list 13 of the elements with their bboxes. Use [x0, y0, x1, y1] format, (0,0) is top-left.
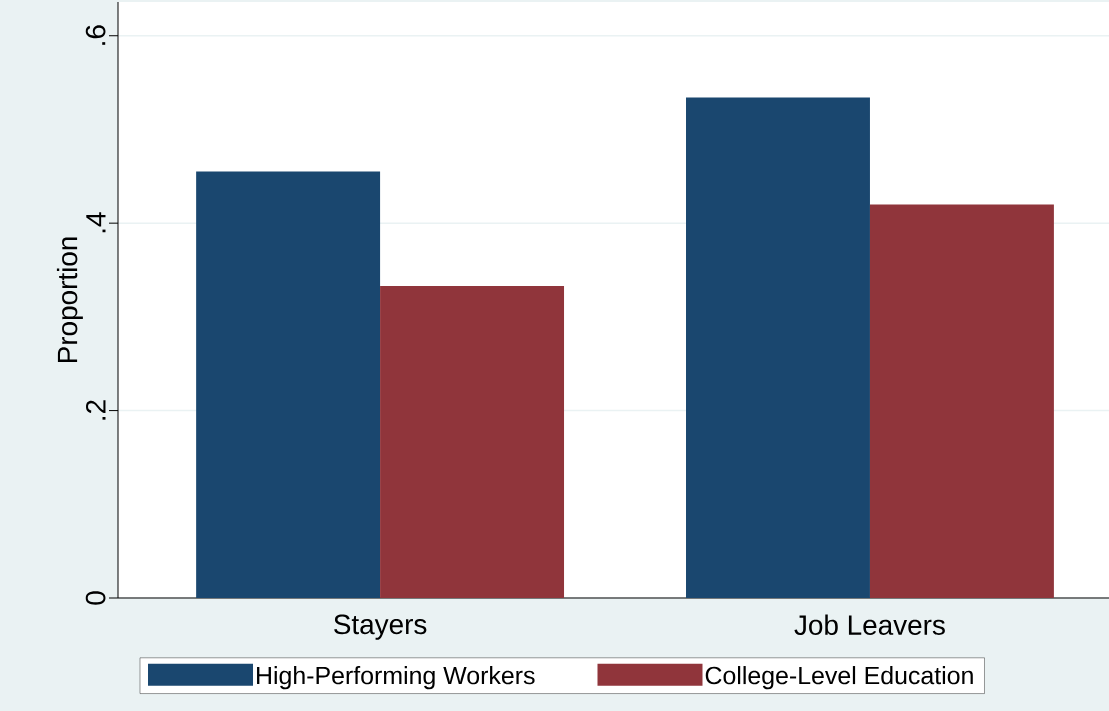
- y-tick-label: .4: [86, 212, 106, 233]
- x-tick-label: Job Leavers: [794, 614, 945, 635]
- x-tick-label: Stayers: [334, 614, 427, 640]
- bar: [380, 285, 565, 598]
- y-axis-title: Proportion: [56, 237, 83, 363]
- bar: [686, 97, 870, 598]
- bar: [869, 204, 1054, 598]
- bar: [196, 171, 381, 598]
- y-tick-label: 0: [85, 591, 106, 605]
- legend-label: College-Level Education: [705, 666, 973, 690]
- y-tick-label: .6: [85, 25, 106, 45]
- y-tick-label: .2: [86, 400, 106, 420]
- legend-label: High-Performing Workers: [257, 666, 535, 690]
